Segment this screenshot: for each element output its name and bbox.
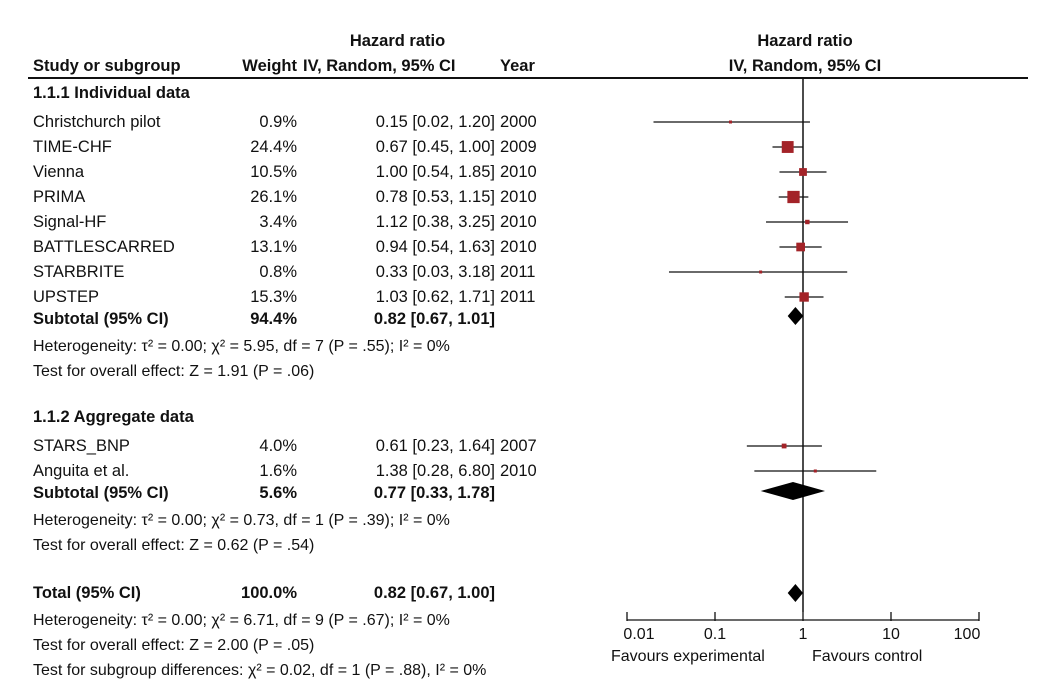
x-tick-label: 1 xyxy=(798,626,808,643)
hr-marker xyxy=(781,141,794,153)
study-year: 2009 xyxy=(500,138,537,156)
study-weight: 4.0% xyxy=(259,437,297,455)
study-hr: 0.33 [0.03, 3.18] xyxy=(375,263,495,281)
study-year: 2010 xyxy=(500,462,537,480)
header-divider xyxy=(28,77,1028,79)
heterogeneity-text: Heterogeneity: τ² = 0.00; χ² = 0.73, df … xyxy=(33,512,450,529)
study-weight: 1.6% xyxy=(259,462,297,480)
study-weight: 0.9% xyxy=(259,113,297,131)
study-year: 2011 xyxy=(500,263,536,281)
favours-experimental-label: Favours experimental xyxy=(611,648,765,665)
study-column-header: Study or subgroup xyxy=(33,57,181,75)
overall-effect-text: Test for overall effect: Z = 0.62 (P = .… xyxy=(33,537,315,554)
total-hr: 0.82 [0.67, 1.00] xyxy=(373,584,495,602)
study-year: 2000 xyxy=(500,113,537,131)
subtotal-hr: 0.82 [0.67, 1.01] xyxy=(373,310,495,328)
hr-marker xyxy=(799,292,809,302)
study-hr: 0.61 [0.23, 1.64] xyxy=(375,437,495,455)
hr-marker xyxy=(796,242,805,252)
year-column-header: Year xyxy=(500,57,535,75)
study-year: 2010 xyxy=(500,213,537,231)
study-name: BATTLESCARRED xyxy=(33,238,175,256)
hr-marker xyxy=(781,443,787,449)
study-weight: 10.5% xyxy=(250,163,297,181)
overall-effect-text: Test for overall effect: Z = 1.91 (P = .… xyxy=(33,363,315,380)
study-weight: 24.4% xyxy=(250,138,297,156)
study-name: STARBRITE xyxy=(33,263,125,281)
summary-diamond xyxy=(760,482,826,500)
study-name: Christchurch pilot xyxy=(33,113,161,131)
study-hr: 0.15 [0.02, 1.20] xyxy=(375,113,495,131)
study-name: Vienna xyxy=(33,163,85,181)
study-weight: 26.1% xyxy=(250,188,297,206)
favours-control-label: Favours control xyxy=(812,648,923,665)
hr-marker xyxy=(759,270,763,274)
hr-marker xyxy=(805,219,810,225)
x-tick-label: 0.1 xyxy=(703,626,727,643)
study-name: TIME-CHF xyxy=(33,138,112,156)
x-tick-label: 0.01 xyxy=(623,626,655,643)
hr-column-group-header: Hazard ratio xyxy=(349,32,446,50)
summary-diamond xyxy=(787,307,804,325)
total-weight: 100.0% xyxy=(241,584,297,602)
hr-marker xyxy=(813,469,817,473)
study-year: 2011 xyxy=(500,288,536,306)
hr-marker xyxy=(728,120,732,124)
study-hr: 1.03 [0.62, 1.71] xyxy=(375,288,495,306)
hr-marker xyxy=(799,168,807,176)
subgroup-title: 1.1.1 Individual data xyxy=(33,84,190,102)
subtotal-hr: 0.77 [0.33, 1.78] xyxy=(373,484,495,502)
study-name: Anguita et al. xyxy=(33,462,130,480)
study-hr: 1.38 [0.28, 6.80] xyxy=(375,462,495,480)
study-year: 2010 xyxy=(500,238,537,256)
weight-column-header: Weight xyxy=(242,57,297,75)
study-hr: 1.12 [0.38, 3.25] xyxy=(375,213,495,231)
study-hr: 0.78 [0.53, 1.15] xyxy=(375,188,495,206)
study-name: STARS_BNP xyxy=(33,437,130,455)
subtotal-label: Subtotal (95% CI) xyxy=(33,310,169,328)
study-hr: 0.67 [0.45, 1.00] xyxy=(375,138,495,156)
study-year: 2010 xyxy=(500,163,537,181)
x-tick-label: 10 xyxy=(882,626,900,643)
study-weight: 15.3% xyxy=(250,288,297,306)
study-hr: 0.94 [0.54, 1.63] xyxy=(375,238,495,256)
subtotal-label: Subtotal (95% CI) xyxy=(33,484,169,502)
study-year: 2010 xyxy=(500,188,537,206)
subgroup-differences-text: Test for subgroup differences: χ² = 0.02… xyxy=(33,662,487,679)
study-name: Signal-HF xyxy=(33,213,107,231)
hr-marker xyxy=(787,190,800,204)
x-tick-label: 100 xyxy=(953,626,981,643)
plot-column-header: IV, Random, 95% CI xyxy=(728,57,882,75)
study-weight: 13.1% xyxy=(250,238,297,256)
subtotal-weight: 5.6% xyxy=(259,484,297,502)
total-heterogeneity-text: Heterogeneity: τ² = 0.00; χ² = 6.71, df … xyxy=(33,612,450,629)
study-weight: 3.4% xyxy=(259,213,297,231)
study-name: PRIMA xyxy=(33,188,86,206)
study-year: 2007 xyxy=(500,437,537,455)
heterogeneity-text: Heterogeneity: τ² = 0.00; χ² = 5.95, df … xyxy=(33,338,450,355)
study-name: UPSTEP xyxy=(33,288,100,306)
total-label: Total (95% CI) xyxy=(33,584,141,602)
hr-column-header: IV, Random, 95% CI xyxy=(303,57,456,75)
subgroup-title: 1.1.2 Aggregate data xyxy=(33,408,194,426)
summary-diamond xyxy=(787,584,803,602)
study-hr: 1.00 [0.54, 1.85] xyxy=(375,163,495,181)
study-weight: 0.8% xyxy=(259,263,297,281)
plot-group-header: Hazard ratio xyxy=(757,32,853,50)
total-overall-effect-text: Test for overall effect: Z = 2.00 (P = .… xyxy=(33,637,315,654)
subtotal-weight: 94.4% xyxy=(250,310,297,328)
